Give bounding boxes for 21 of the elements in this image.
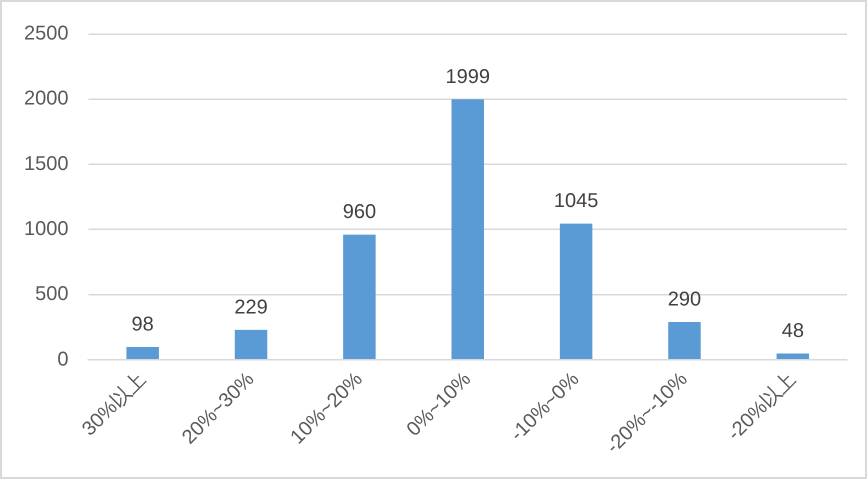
data-label: 960	[342, 201, 376, 224]
bar	[776, 353, 810, 359]
bar	[234, 330, 268, 359]
data-label: 290	[668, 288, 702, 310]
bar	[126, 346, 159, 359]
x-tick-label: 30%以上	[78, 368, 150, 440]
y-tick-label: 2500	[24, 22, 68, 45]
bar	[451, 99, 484, 359]
data-label: 48	[782, 320, 804, 342]
y-tick-label: 500	[35, 283, 68, 306]
bar	[343, 234, 376, 359]
y-tick-label: 0	[57, 348, 68, 370]
bar	[668, 322, 701, 359]
y-tick-label: 1500	[24, 152, 68, 175]
y-tick-label: 1000	[24, 218, 68, 240]
data-label: 1999	[445, 66, 490, 88]
y-tick-label: 2000	[24, 88, 68, 110]
bar	[560, 224, 592, 359]
data-label: 98	[132, 313, 154, 336]
data-label: 229	[234, 296, 268, 318]
data-label: 1045	[554, 190, 598, 212]
